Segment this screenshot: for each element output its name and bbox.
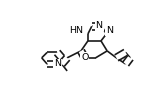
Text: N: N xyxy=(106,26,113,35)
Text: N: N xyxy=(96,21,103,30)
Text: HN: HN xyxy=(69,26,83,35)
Text: N: N xyxy=(54,59,61,68)
Text: O: O xyxy=(81,53,88,62)
